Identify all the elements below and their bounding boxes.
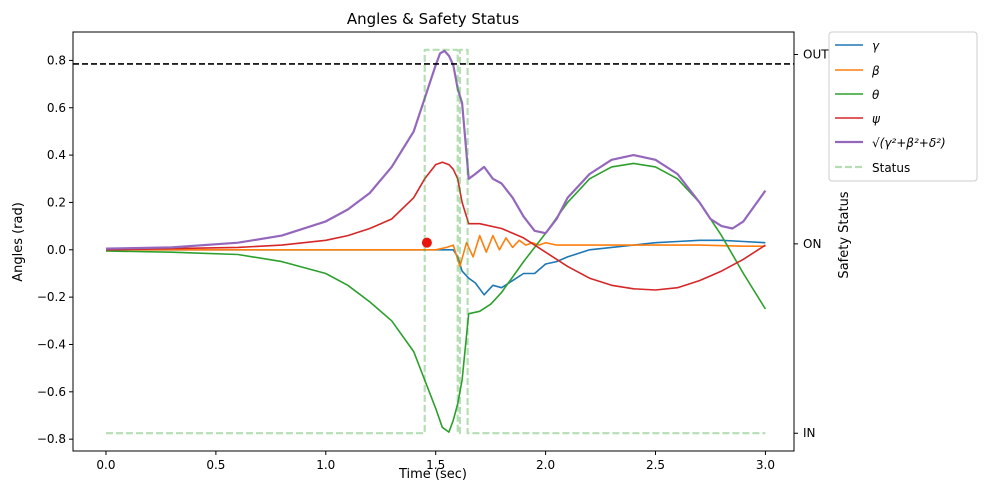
- x-tick-label: 2.5: [646, 458, 665, 472]
- y-tick-label: −0.4: [37, 337, 66, 351]
- y-axis-label: Angles (rad): [11, 202, 26, 282]
- legend-label-4: √(γ²+β²+δ²): [872, 136, 946, 150]
- y2-tick-label: IN: [803, 426, 816, 440]
- y2-axis-label: Safety Status: [837, 191, 852, 278]
- legend-label-2: θ: [872, 88, 880, 102]
- y2-axis-ticks: IN ON OUT: [794, 47, 829, 440]
- y-tick-label: −0.6: [37, 385, 66, 399]
- y2-tick-label: OUT: [803, 47, 829, 61]
- y-tick-label: 0.8: [47, 53, 66, 67]
- series-line-0: [106, 239, 766, 296]
- y-tick-label: 0.4: [47, 148, 66, 162]
- y-tick-label: −0.8: [37, 432, 66, 446]
- x-axis-label: Time (sec): [398, 467, 467, 482]
- legend-box: [828, 31, 978, 182]
- x-tick-label: 0.5: [206, 458, 225, 472]
- y-tick-label: 0.2: [47, 195, 66, 209]
- series-line-1: [106, 234, 766, 268]
- y-tick-label: 0.0: [47, 243, 66, 257]
- x-tick-label: 2.0: [536, 458, 555, 472]
- marker-point: [421, 237, 432, 248]
- x-tick-label: 0.0: [96, 458, 115, 472]
- x-axis-ticks: 0.0 0.5 1.0 1.5 2.0 2.5 3.0: [96, 451, 775, 472]
- x-tick-label: 3.0: [756, 458, 775, 472]
- plot-frame: [72, 31, 795, 452]
- y-tick-label: −0.2: [37, 290, 66, 304]
- y-axis-ticks: −0.8 −0.6 −0.4 −0.2 0.0 0.2 0.4 0.6 0.8: [37, 53, 73, 446]
- x-tick-label: 1.5: [426, 458, 445, 472]
- legend-label-5: Status: [872, 161, 910, 175]
- series-line-2: [105, 162, 767, 433]
- legend-label-3: ψ: [872, 112, 881, 126]
- chart-title: Angles & Safety Status: [347, 10, 519, 28]
- y-tick-label: 0.6: [47, 101, 66, 115]
- series-line-3: [105, 161, 766, 291]
- series-line-4: [105, 49, 767, 250]
- plot-area: [72, 31, 795, 452]
- legend-label-0: γ: [872, 39, 880, 53]
- legend-label-1: β: [871, 64, 880, 78]
- series-layer: [105, 48, 767, 435]
- x-tick-label: 1.0: [316, 458, 335, 472]
- y2-tick-label: ON: [803, 237, 821, 251]
